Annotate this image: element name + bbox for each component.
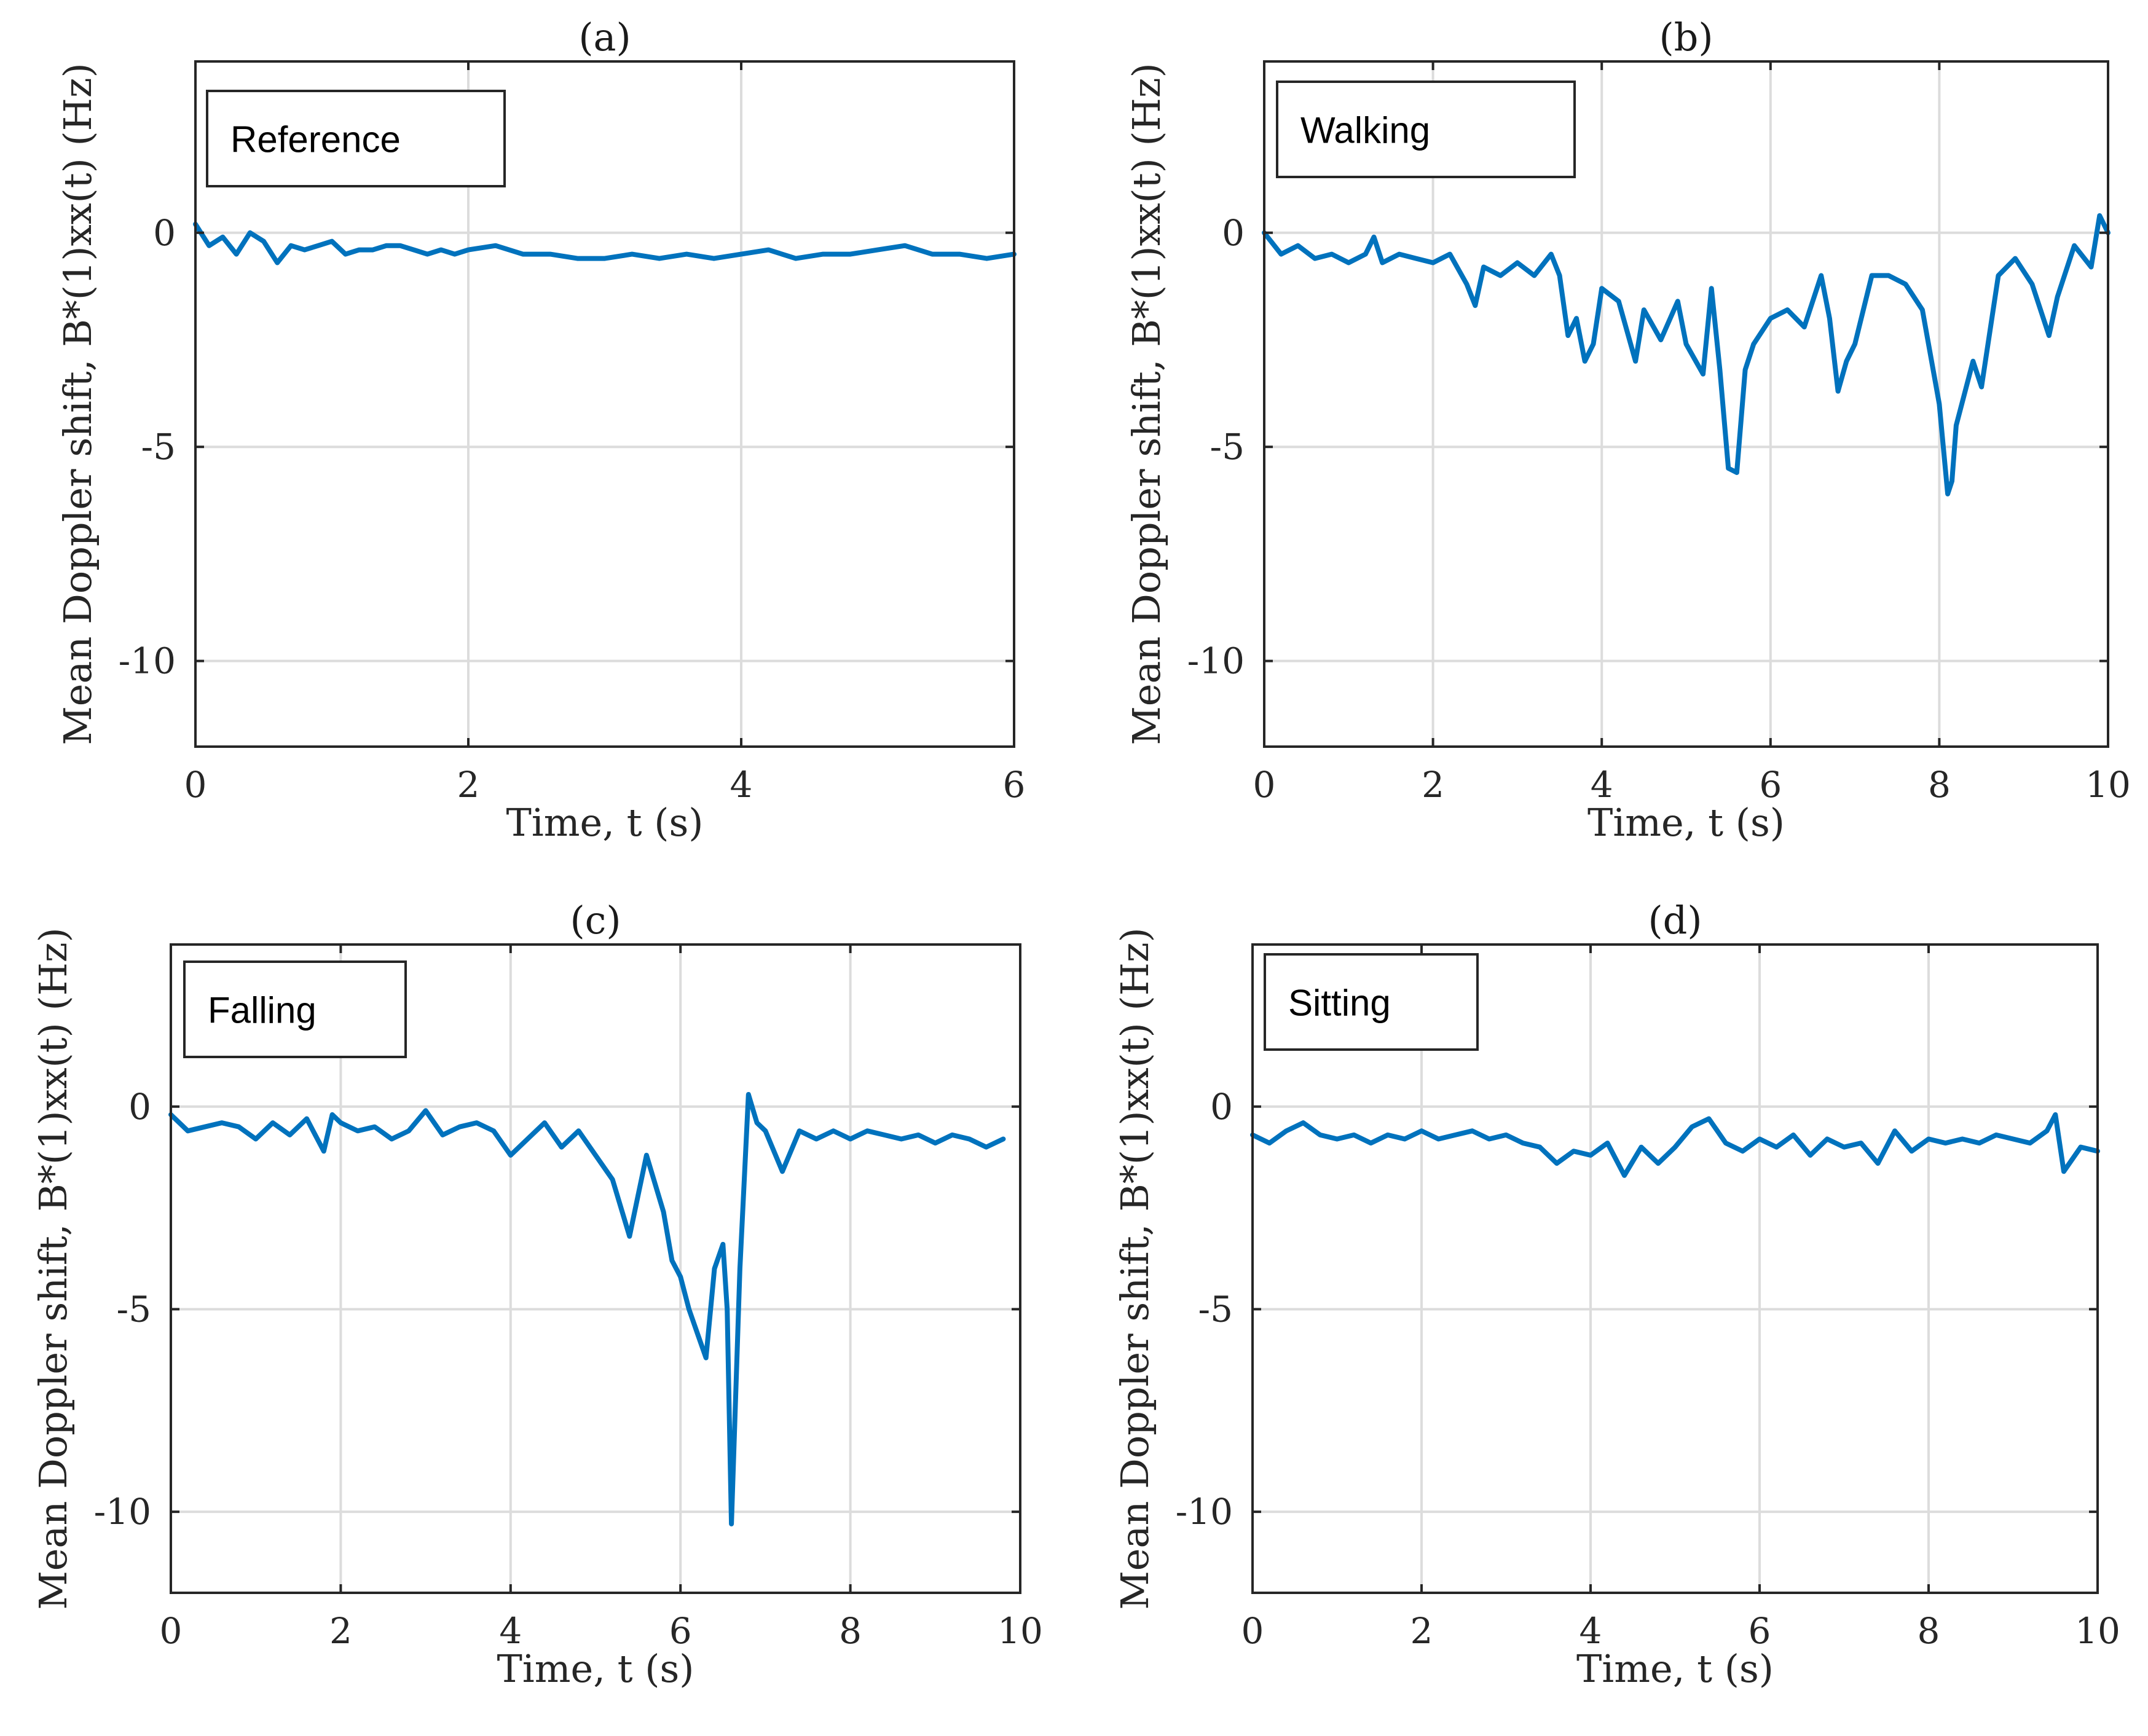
y-tick-label: -5 (1198, 1288, 1233, 1330)
x-tick-label: 6 (669, 1610, 692, 1652)
panel-title: (d) (1648, 898, 1702, 943)
legend-box (206, 90, 506, 187)
legend-label: Walking (1300, 110, 1430, 151)
x-tick-label: 2 (329, 1610, 352, 1652)
legend-box (1276, 81, 1576, 178)
x-tick-label: 8 (1918, 1610, 1940, 1652)
x-tick-label: 8 (1928, 764, 1951, 806)
y-tick-label: 0 (128, 1086, 151, 1128)
y-tick-label: -10 (94, 1491, 151, 1533)
series-line-walking (1262, 213, 2111, 497)
x-tick-label: 2 (457, 764, 480, 806)
x-tick-label: 4 (499, 1610, 522, 1652)
x-tick-label: 10 (2085, 764, 2131, 806)
y-tick-label: 0 (1210, 1086, 1233, 1128)
plot-frame (1263, 60, 2109, 748)
plot-frame (170, 943, 1021, 1594)
y-axis-label: Mean Doppler shift, B*(1)xx(t) (Hz) (55, 63, 100, 745)
series-line-reference (193, 221, 1017, 265)
x-tick-label: 8 (839, 1610, 862, 1652)
x-tick-label: 0 (1241, 1610, 1264, 1652)
x-axis-label: Time, t (s) (1587, 800, 1785, 845)
panel-title: (c) (570, 898, 621, 943)
x-axis-label: Time, t (s) (497, 1646, 694, 1691)
panel-title: (b) (1659, 15, 1713, 60)
x-tick-label: 2 (1410, 1610, 1433, 1652)
legend-label: Reference (230, 119, 401, 160)
legend-box (183, 960, 407, 1058)
x-tick-label: 4 (1580, 1610, 1602, 1652)
legend-box (1264, 953, 1479, 1051)
plot-frame (1251, 943, 2099, 1594)
legend-label: Falling (208, 990, 317, 1031)
plot-frame (194, 60, 1015, 748)
y-axis-label: Mean Doppler shift, B*(1)xx(t) (Hz) (1124, 63, 1169, 745)
panel-d: 0 2 4 6 8 10 0 -5 -10 (d) Time, t (s) Mean Doppler … (1112, 898, 2120, 1691)
y-tick-label: -10 (1176, 1491, 1233, 1533)
panel-c: 0 2 4 6 8 10 0 -5 -10 (c) Time, t (s) Mean Doppler … (31, 898, 1043, 1691)
y-axis-label: Mean Doppler shift, B*(1)xx(t) (Hz) (1112, 927, 1157, 1609)
series-line-sitting (1250, 1112, 2100, 1178)
x-tick-label: 6 (1003, 764, 1026, 806)
x-axis-label: Time, t (s) (1576, 1646, 1774, 1691)
series-line-falling (168, 1092, 1006, 1526)
panel-a: 0 2 4 6 0 -5 -10 (a) Time, t (s) Mean Doppler shi… (55, 15, 1025, 845)
x-tick-label: 2 (1422, 764, 1444, 806)
panel-b: 0 2 4 6 8 10 0 -5 -10 (b) Time, t (s) Mean Doppler … (1124, 15, 2131, 845)
x-tick-label: 4 (730, 764, 753, 806)
y-tick-label: -10 (119, 640, 176, 682)
y-tick-label: -5 (117, 1288, 152, 1330)
panel-title: (a) (578, 15, 631, 60)
x-tick-label: 0 (160, 1610, 183, 1652)
x-tick-label: 4 (1591, 764, 1613, 806)
y-tick-label: 0 (1222, 212, 1245, 254)
y-axis-label: Mean Doppler shift, B*(1)xx(t) (Hz) (31, 927, 76, 1609)
y-tick-label: -5 (1210, 426, 1245, 468)
x-tick-label: 10 (997, 1610, 1043, 1652)
x-tick-label: 10 (2075, 1610, 2120, 1652)
y-tick-label: 0 (153, 212, 176, 254)
y-tick-label: -10 (1187, 640, 1245, 682)
x-axis-label: Time, t (s) (506, 800, 704, 845)
x-tick-label: 6 (1759, 764, 1782, 806)
legend-label: Sitting (1288, 983, 1391, 1024)
x-tick-label: 0 (184, 764, 207, 806)
y-tick-label: -5 (141, 426, 176, 468)
x-tick-label: 0 (1253, 764, 1276, 806)
x-tick-label: 6 (1749, 1610, 1771, 1652)
